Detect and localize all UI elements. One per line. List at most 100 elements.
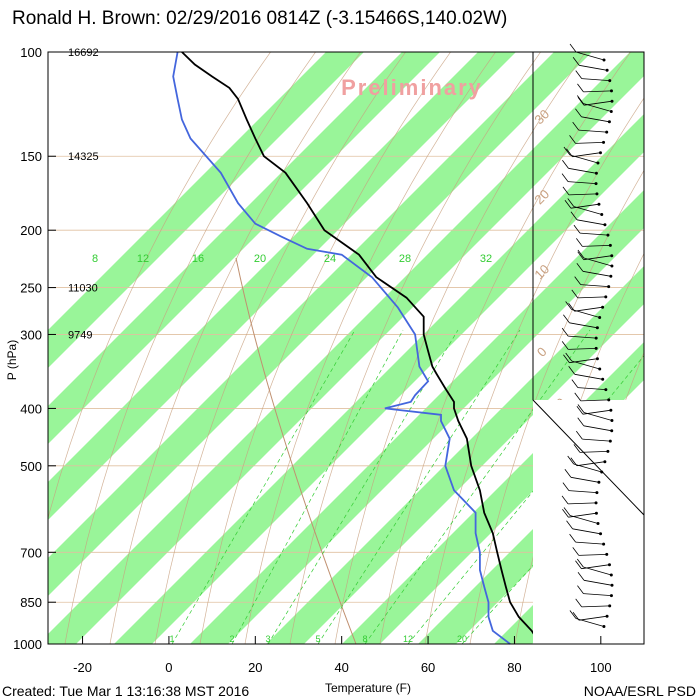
wind-barb (563, 314, 599, 330)
wind-barb (565, 301, 602, 319)
wind-barb (574, 276, 611, 289)
y-tick-label: 250 (20, 281, 42, 296)
isotherm-band (48, 52, 592, 596)
y-tick-label: 100 (20, 45, 42, 60)
dry-adiabat (48, 52, 272, 520)
mixing-ratio-label: 8 (362, 634, 367, 644)
dry-adiabat (199, 52, 452, 644)
mixing-ratio-label: 2 (229, 634, 234, 644)
wind-barb (576, 95, 613, 113)
mixing-ratio-label: 12 (137, 253, 149, 265)
y-tick-label: 400 (20, 401, 42, 416)
wind-barb (562, 186, 599, 196)
wind-barb (566, 520, 603, 536)
isotherm-band (114, 114, 644, 644)
dry-adiabat (424, 97, 644, 644)
mixing-ratio-label: 32 (480, 253, 492, 265)
wind-barb (571, 379, 608, 392)
wind-barb (568, 302, 605, 312)
mixing-ratio-label: 8 (92, 253, 98, 265)
mixing-ratio-label: 20 (254, 253, 266, 265)
mixing-ratio-label: 16 (192, 253, 204, 265)
wind-barb (575, 70, 612, 83)
isotherm-band (48, 52, 440, 444)
wind-barb (575, 598, 612, 608)
mixing-ratio-line (171, 329, 356, 644)
wind-barb (575, 430, 612, 443)
y-tick-label: 300 (20, 327, 42, 342)
mixing-ratio-line (364, 329, 591, 644)
y-tick-label: 700 (20, 545, 42, 560)
wind-barb (577, 83, 613, 93)
y-tick-label: 200 (20, 223, 42, 238)
x-tick-label: 100 (590, 660, 612, 675)
wind-divider (532, 399, 645, 516)
x-tick-label: 0 (165, 660, 172, 675)
height-label: 9749 (68, 329, 92, 341)
mixing-ratio-label: 5 (315, 634, 320, 644)
wind-barb (577, 404, 614, 422)
wind-barb (561, 173, 598, 186)
x-tick-label: 60 (421, 660, 435, 675)
wind-barb (567, 455, 604, 474)
temperature-line (181, 51, 542, 645)
wind-barb (567, 198, 604, 216)
y-tick-label: 150 (20, 149, 42, 164)
wind-barb (577, 572, 614, 587)
dry-adiabat (379, 52, 632, 644)
wind-barb (564, 199, 601, 209)
plot-frame (47, 51, 645, 645)
wind-barb (574, 392, 611, 402)
dry-adiabat (109, 52, 362, 644)
moist-adiabat (235, 257, 357, 644)
wind-barb (575, 108, 611, 124)
isotherm-label: 0 (534, 344, 550, 360)
mixing-ratio-line (267, 329, 459, 644)
wind-barb (569, 533, 606, 546)
wind-barb (564, 469, 601, 484)
wind-barb (576, 558, 613, 577)
height-label: 11030 (68, 283, 98, 295)
mixing-ratio-label: 3 (265, 634, 270, 644)
wind-barb (577, 417, 614, 433)
y-tick-label: 1000 (13, 637, 42, 652)
mixing-ratio-label: 24 (324, 253, 336, 265)
isotherm-band (48, 52, 364, 368)
isotherm-label: 30 (531, 106, 552, 127)
credit-label: NOAA/ESRL PSD (583, 683, 696, 699)
height-label: 16692 (68, 47, 99, 59)
isotherm-band (666, 0, 700, 700)
wind-barb (569, 43, 606, 62)
chart-title: Ronald H. Brown: 02/29/2016 0814Z (-3.15… (12, 8, 508, 29)
wind-barb (577, 96, 614, 106)
wind-mask (533, 400, 644, 644)
y-tick-label: 500 (20, 459, 42, 474)
wind-barb (577, 249, 614, 268)
dewpoint-line (172, 51, 511, 645)
dry-adiabat (64, 52, 317, 644)
wind-barb (562, 482, 599, 495)
isotherm-band (48, 52, 516, 520)
watermark-text: Preliminary (341, 75, 483, 100)
x-tick-label: -20 (73, 660, 92, 675)
wind-barb (561, 327, 598, 340)
dry-adiabat (154, 52, 407, 644)
wind-barb (562, 160, 598, 175)
wind-barb (576, 263, 613, 278)
wind-barb (569, 135, 606, 144)
dry-adiabat (244, 52, 497, 644)
mixing-ratio-label: 1 (169, 634, 174, 644)
wind-barb (576, 238, 612, 247)
wind-barb (563, 146, 600, 165)
wind-barb (561, 341, 598, 350)
wind-barb (569, 610, 606, 628)
wind-barb (565, 352, 602, 371)
wind-barb (563, 507, 600, 525)
wind-barb (572, 121, 609, 134)
dry-adiabat (334, 52, 587, 644)
y-tick-label: 850 (20, 595, 42, 610)
x-axis-label: Temperature (F) (325, 681, 411, 695)
mixing-ratio-label: 20 (457, 634, 467, 644)
